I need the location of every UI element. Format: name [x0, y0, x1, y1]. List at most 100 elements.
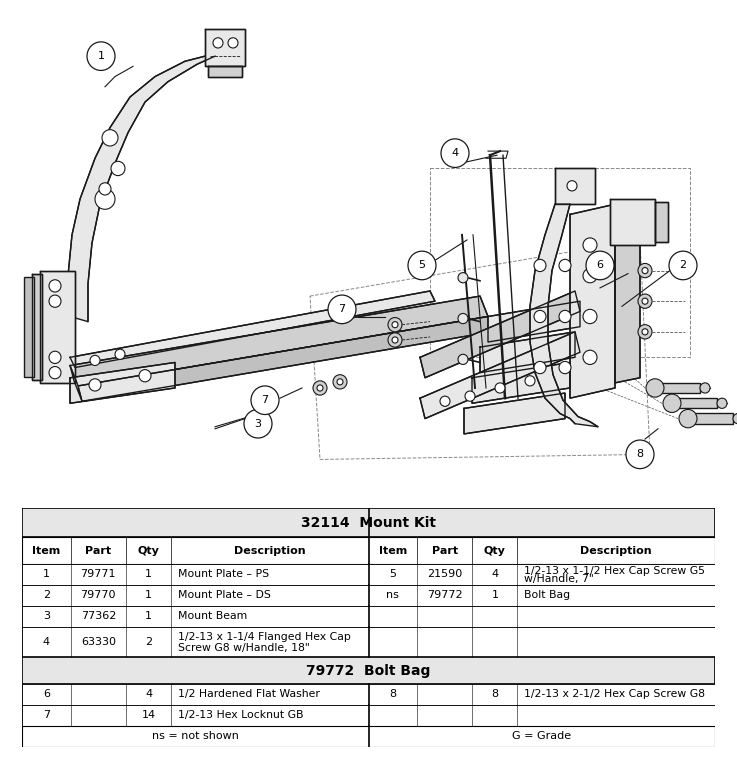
Polygon shape — [70, 365, 82, 401]
Circle shape — [642, 268, 648, 274]
Polygon shape — [472, 362, 570, 403]
Circle shape — [638, 324, 652, 339]
Text: 1/2-13 Hex Locknut GB: 1/2-13 Hex Locknut GB — [178, 710, 304, 720]
Bar — [22, 564, 715, 585]
Text: Screw G8 w/Handle, 18": Screw G8 w/Handle, 18" — [178, 643, 310, 653]
Text: 79771: 79771 — [80, 569, 116, 579]
Text: 8: 8 — [492, 689, 498, 700]
Text: Mount Beam: Mount Beam — [178, 611, 247, 621]
Circle shape — [495, 383, 505, 393]
Circle shape — [392, 337, 398, 343]
Text: 32114  Mount Kit: 32114 Mount Kit — [301, 515, 436, 530]
Text: Item: Item — [379, 546, 407, 556]
Text: 5: 5 — [419, 261, 425, 271]
Circle shape — [213, 38, 223, 48]
Circle shape — [583, 268, 597, 283]
Polygon shape — [615, 220, 640, 383]
Text: 79770: 79770 — [80, 590, 116, 600]
Circle shape — [733, 414, 737, 424]
Bar — [22, 537, 715, 564]
Circle shape — [642, 298, 648, 304]
Circle shape — [583, 350, 597, 365]
Polygon shape — [688, 414, 733, 424]
Circle shape — [388, 318, 402, 332]
Text: 79772: 79772 — [427, 590, 463, 600]
Polygon shape — [78, 317, 492, 401]
Polygon shape — [555, 168, 595, 204]
Polygon shape — [480, 332, 575, 373]
Bar — [22, 684, 715, 705]
Circle shape — [251, 386, 279, 415]
Circle shape — [534, 259, 546, 271]
Circle shape — [700, 383, 710, 393]
Circle shape — [49, 295, 61, 307]
Circle shape — [559, 310, 571, 323]
Text: Item: Item — [32, 546, 60, 556]
Circle shape — [626, 440, 654, 468]
Polygon shape — [464, 393, 565, 434]
Polygon shape — [68, 56, 215, 321]
Circle shape — [49, 351, 61, 364]
Bar — [22, 725, 715, 747]
Bar — [22, 657, 715, 684]
Bar — [22, 585, 715, 606]
Text: 8: 8 — [389, 689, 397, 700]
Text: 1: 1 — [43, 569, 50, 579]
Polygon shape — [488, 301, 580, 342]
Circle shape — [139, 370, 151, 382]
Circle shape — [228, 38, 238, 48]
Polygon shape — [208, 67, 242, 77]
Text: 14: 14 — [142, 710, 156, 720]
Text: Description: Description — [234, 546, 306, 556]
Text: 4: 4 — [43, 637, 50, 647]
Text: Qty: Qty — [138, 546, 159, 556]
Polygon shape — [655, 383, 700, 393]
Text: 1: 1 — [97, 51, 105, 61]
Bar — [22, 606, 715, 627]
Circle shape — [559, 259, 571, 271]
Text: 2: 2 — [145, 637, 152, 647]
Text: 1: 1 — [145, 611, 152, 621]
Text: 1: 1 — [492, 590, 498, 600]
Polygon shape — [570, 204, 615, 398]
Polygon shape — [24, 277, 34, 377]
Polygon shape — [530, 204, 598, 427]
Circle shape — [328, 295, 356, 324]
Text: Part: Part — [85, 546, 111, 556]
Text: 7: 7 — [43, 710, 50, 720]
Text: Part: Part — [432, 546, 458, 556]
Circle shape — [99, 183, 111, 195]
Text: w/Handle, 7": w/Handle, 7" — [524, 574, 594, 584]
Text: 4: 4 — [492, 569, 498, 579]
Text: 1/2-13 x 2-1/2 Hex Cap Screw G8: 1/2-13 x 2-1/2 Hex Cap Screw G8 — [524, 689, 705, 700]
Circle shape — [440, 396, 450, 406]
Text: Mount Plate – DS: Mount Plate – DS — [178, 590, 271, 600]
Text: G = Grade: G = Grade — [512, 731, 571, 741]
Text: 7: 7 — [338, 305, 346, 315]
Text: 4: 4 — [452, 148, 458, 158]
Text: 3: 3 — [254, 418, 262, 429]
Polygon shape — [32, 274, 42, 380]
Text: 1: 1 — [145, 569, 152, 579]
Text: 5: 5 — [389, 569, 397, 579]
Circle shape — [642, 329, 648, 335]
Circle shape — [441, 139, 469, 168]
Circle shape — [465, 391, 475, 401]
Polygon shape — [70, 296, 488, 386]
Circle shape — [458, 273, 468, 283]
Text: 3: 3 — [43, 611, 50, 621]
Circle shape — [638, 294, 652, 309]
Circle shape — [586, 251, 614, 280]
Circle shape — [408, 251, 436, 280]
Text: 1/2-13 x 1-1/4 Flanged Hex Cap: 1/2-13 x 1-1/4 Flanged Hex Cap — [178, 632, 351, 642]
Polygon shape — [70, 291, 435, 368]
Circle shape — [717, 398, 727, 409]
Text: 77362: 77362 — [80, 611, 116, 621]
Bar — [22, 627, 715, 657]
Text: 6: 6 — [596, 261, 604, 271]
Circle shape — [534, 310, 546, 323]
Text: 1/2 Hardened Flat Washer: 1/2 Hardened Flat Washer — [178, 689, 320, 700]
Circle shape — [333, 374, 347, 389]
Circle shape — [646, 379, 664, 397]
Polygon shape — [420, 291, 580, 377]
